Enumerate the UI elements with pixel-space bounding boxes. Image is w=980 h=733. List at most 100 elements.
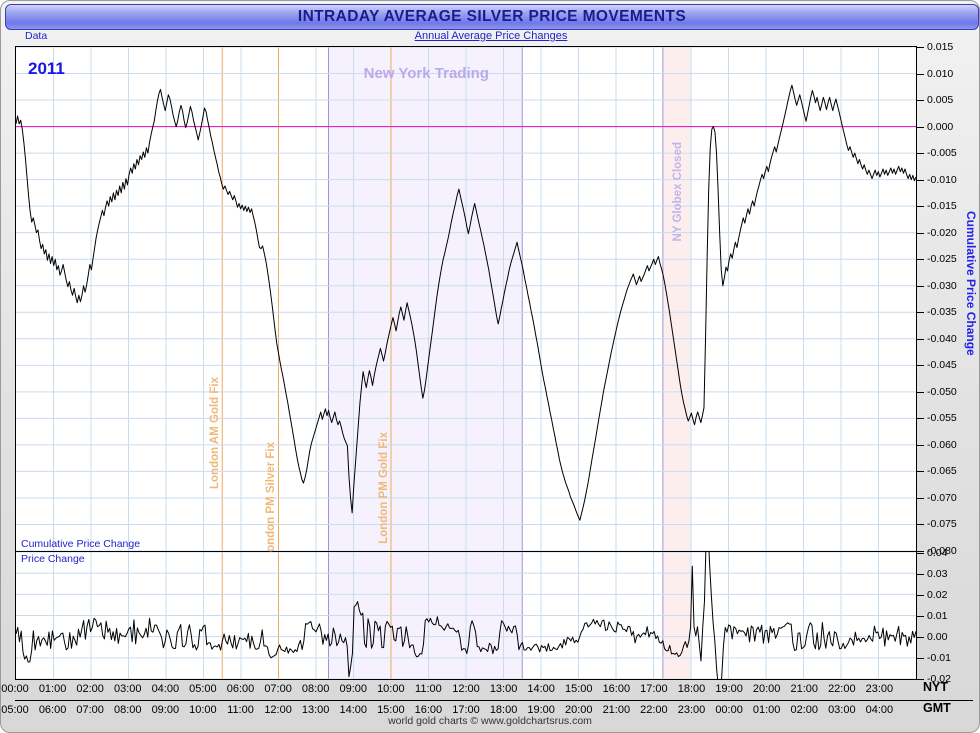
- data-label: Data: [25, 30, 48, 42]
- y-tick-mark: [917, 285, 924, 287]
- x-tick-nyt: 16:00: [602, 683, 631, 695]
- x-axis-gmt-row: 05:00 06:00 07:00 08:00 09:00 10:00 11:00 12:00…: [1, 701, 917, 721]
- y-tick-mark: [917, 574, 924, 575]
- x-tick-nyt: 12:00: [452, 683, 480, 695]
- right-axis: 0.015 0.010 0.005 0.000 -0.005 -0.010 -0.015 -0…: [917, 41, 979, 685]
- y-tick-mark: [917, 471, 924, 473]
- y-tick-cumulative: -0.075: [927, 518, 957, 531]
- x-tick-gmt: 12:00: [264, 704, 292, 716]
- y-tick-cumulative: -0.020: [927, 226, 957, 239]
- y-tick-pricechange: 0.04: [927, 547, 948, 559]
- x-tick-gmt: 06:00: [38, 704, 67, 716]
- y-tick-mark: [917, 259, 924, 261]
- y-tick-cumulative: -0.035: [927, 306, 957, 319]
- y-tick-cumulative: -0.025: [927, 253, 957, 266]
- x-tick-gmt: 03:00: [828, 704, 856, 716]
- y-tick-mark: [917, 679, 924, 680]
- y-tick-mark: [917, 391, 924, 393]
- x-tick-gmt: 16:00: [414, 704, 443, 716]
- y-tick-cumulative: -0.010: [927, 173, 957, 186]
- ny-globex-closed-label: NY Globex Closed: [672, 142, 685, 242]
- y-tick-cumulative: -0.050: [927, 385, 957, 398]
- x-axis-nyt-zone: NYT: [923, 680, 948, 694]
- x-tick-gmt: 09:00: [151, 704, 180, 716]
- price-change-plot: [16, 552, 916, 679]
- y-tick-cumulative: -0.030: [927, 279, 957, 292]
- x-tick-nyt: 21:00: [790, 683, 819, 695]
- x-tick-nyt: 18:00: [677, 683, 706, 695]
- year-label: 2011: [28, 59, 65, 78]
- y-tick-pricechange: 0.02: [927, 589, 948, 601]
- x-tick-gmt: 02:00: [790, 704, 819, 716]
- x-tick-nyt: 22:00: [828, 683, 856, 695]
- x-tick-nyt: 13:00: [489, 683, 518, 695]
- x-tick-gmt: 08:00: [113, 704, 142, 716]
- x-tick-nyt: 08:00: [301, 683, 330, 695]
- x-tick-nyt: 00:00: [1, 683, 29, 695]
- y-tick-mark: [917, 444, 924, 446]
- y-tick-mark: [917, 658, 924, 659]
- x-tick-gmt: 14:00: [339, 704, 368, 716]
- y-tick-mark: [917, 595, 924, 596]
- london-am-gold-fix-label: London AM Gold Fix: [208, 377, 221, 489]
- x-tick-gmt: 13:00: [301, 704, 330, 716]
- x-tick-nyt: 07:00: [264, 683, 292, 695]
- x-axis-gmt-zone: GMT: [923, 701, 951, 715]
- cumulative-price-change-panel: 2011 New York Trading London AM Gold Fix…: [15, 46, 917, 559]
- x-axis-separator: [15, 700, 973, 701]
- x-axis-nyt-row: 00:00 01:00 02:00 03:00 04:00 05:00 06:00 07:00…: [1, 680, 917, 700]
- x-tick-gmt: 18:00: [489, 704, 518, 716]
- x-tick-gmt: 20:00: [564, 704, 593, 716]
- price-change-caption: Price Change: [21, 553, 85, 565]
- y-tick-mark: [917, 179, 924, 181]
- x-tick-nyt: 01:00: [38, 683, 67, 695]
- credit-text: world gold charts © www.goldchartsrus.co…: [388, 715, 592, 727]
- sub-header: Data Annual Average Price Changes: [5, 30, 977, 46]
- x-tick-gmt: 23:00: [677, 704, 706, 716]
- x-tick-nyt: 03:00: [113, 683, 142, 695]
- y-tick-pricechange: 0.00: [927, 631, 948, 643]
- x-tick-nyt: 14:00: [527, 683, 555, 695]
- y-tick-pricechange: -0.01: [927, 652, 951, 664]
- y-tick-mark: [917, 100, 924, 102]
- y-tick-pricechange: -0.02: [927, 673, 951, 685]
- y-tick-pricechange: 0.01: [927, 610, 948, 622]
- y-tick-cumulative: -0.080: [927, 545, 957, 557]
- x-tick-nyt: 10:00: [377, 683, 405, 695]
- x-tick-nyt: 09:00: [339, 683, 368, 695]
- x-tick-gmt: 15:00: [377, 704, 405, 716]
- y-tick-mark: [917, 418, 924, 420]
- cumulative-price-change-plot: [16, 47, 916, 551]
- y-tick-cumulative: -0.040: [927, 332, 957, 345]
- y-axis-title: Cumulative Price Change: [964, 211, 978, 356]
- plot-area: 2011 New York Trading London AM Gold Fix…: [15, 46, 917, 680]
- x-tick-nyt: 17:00: [640, 683, 668, 695]
- subtitle-label: Annual Average Price Changes: [414, 30, 568, 42]
- x-tick-nyt: 11:00: [415, 683, 442, 695]
- x-tick-nyt: 20:00: [752, 683, 781, 695]
- y-tick-mark: [917, 338, 924, 340]
- y-tick-cumulative: -0.060: [927, 438, 957, 451]
- x-tick-nyt: 19:00: [715, 683, 743, 695]
- y-tick-mark: [917, 206, 924, 208]
- x-tick-nyt: 06:00: [226, 683, 255, 695]
- y-tick-mark: [917, 73, 924, 75]
- y-tick-cumulative: 0.010: [927, 67, 954, 80]
- x-tick-gmt: 05:00: [1, 704, 29, 716]
- x-axis: 00:00 01:00 02:00 03:00 04:00 05:00 06:00 07:00…: [1, 680, 917, 724]
- y-tick-mark: [917, 551, 924, 552]
- y-tick-mark: [917, 153, 924, 155]
- new-york-trading-label: New York Trading: [363, 65, 489, 82]
- y-tick-pricechange: 0.03: [927, 568, 948, 580]
- y-tick-mark: [917, 524, 924, 526]
- x-tick-nyt: 05:00: [189, 683, 217, 695]
- x-tick-gmt: 07:00: [76, 704, 104, 716]
- y-tick-cumulative: 0.005: [927, 94, 954, 107]
- x-tick-gmt: 01:00: [752, 704, 781, 716]
- y-tick-mark: [917, 365, 924, 367]
- x-tick-nyt: 02:00: [76, 683, 104, 695]
- window-title-bar: INTRADAY AVERAGE SILVER PRICE MOVEMENTS: [5, 4, 979, 30]
- x-tick-gmt: 19:00: [527, 704, 555, 716]
- y-tick-mark: [917, 497, 924, 499]
